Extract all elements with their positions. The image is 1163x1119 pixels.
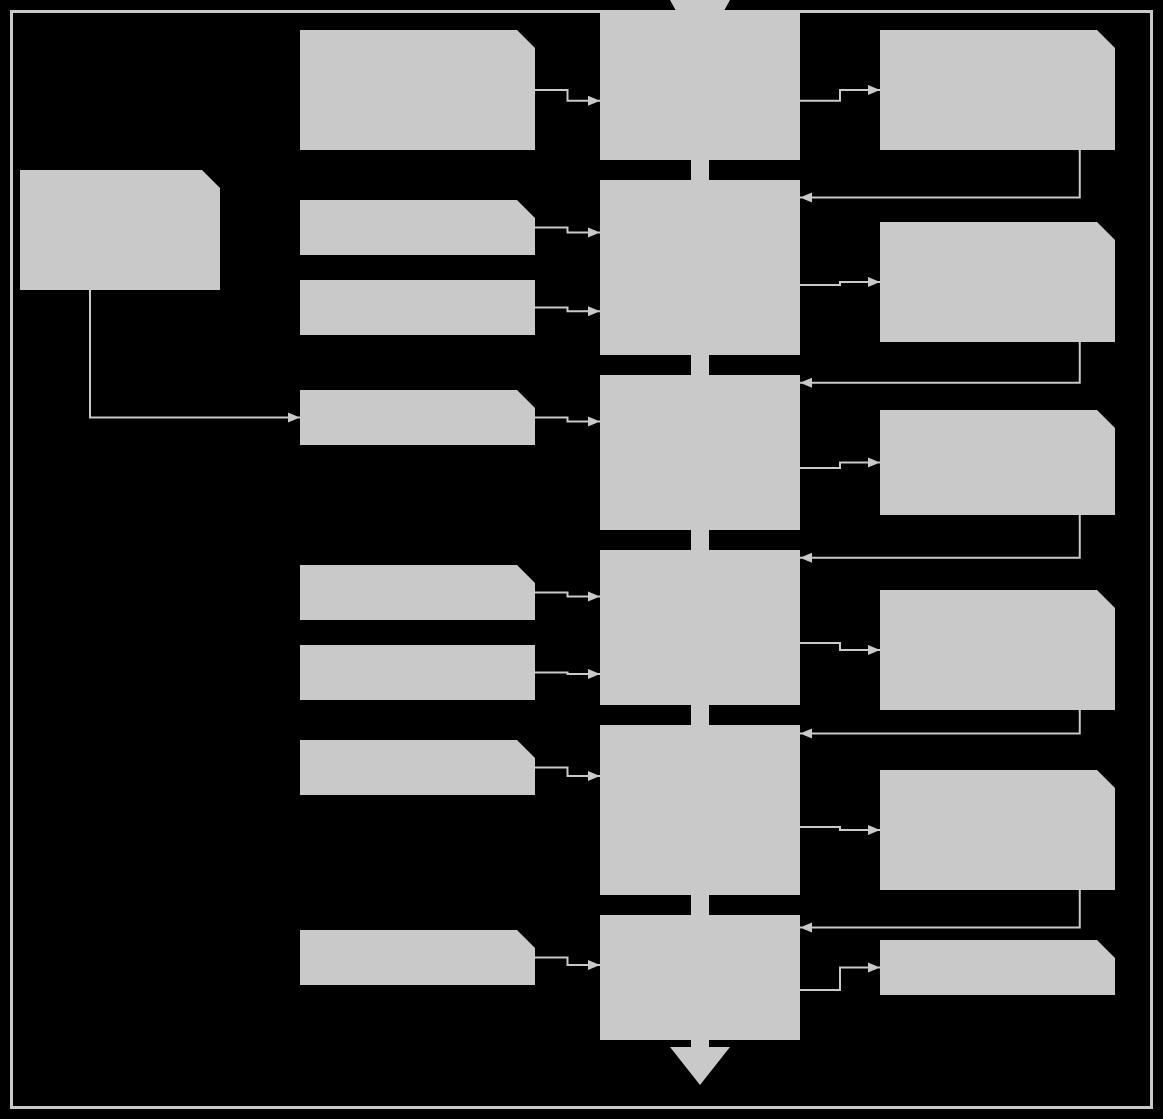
node-n-r5 (880, 770, 1115, 890)
node-n-l4 (300, 390, 535, 445)
node-n-c3 (600, 375, 800, 530)
node-n-r6 (880, 940, 1115, 995)
node-n-l3 (300, 280, 535, 335)
node-n-c1 (600, 12, 800, 160)
node-n-l5 (300, 565, 535, 620)
node-n-c6 (600, 915, 800, 1040)
node-n-r3 (880, 410, 1115, 515)
node-n-r1 (880, 30, 1115, 150)
node-n-l1 (300, 30, 535, 150)
node-n-l2 (300, 200, 535, 255)
node-n-left (20, 170, 220, 290)
node-n-l7 (300, 740, 535, 795)
node-n-r4 (880, 590, 1115, 710)
node-n-l6 (300, 645, 535, 700)
node-n-c5 (600, 725, 800, 895)
node-n-c2 (600, 180, 800, 355)
node-n-c4 (600, 550, 800, 705)
diagram-canvas (0, 0, 1163, 1119)
node-n-l8 (300, 930, 535, 985)
node-n-r2 (880, 222, 1115, 342)
